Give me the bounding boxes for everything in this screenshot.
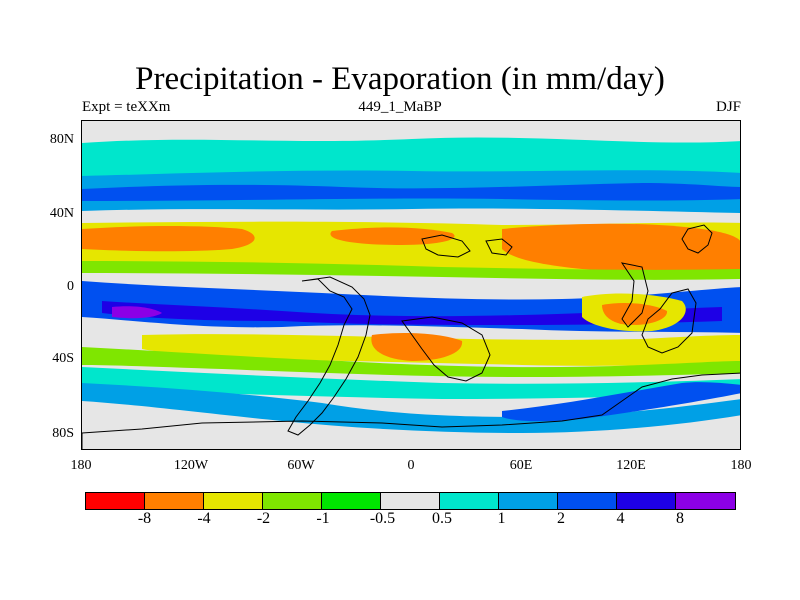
x-tick-label: 180 [730,458,752,473]
colorbar-swatch [204,493,263,509]
colorbar-swatch [381,493,440,509]
antarctic-neutral-zone [82,417,740,449]
colorbar-tick-label: -1 [316,510,330,527]
subtropical-orange-zone-east [502,223,740,272]
north-africa-outline [421,234,471,258]
colorbar-tick-label: 8 [676,510,684,527]
itcz-violet-cell [112,306,162,319]
colorbar-swatch [617,493,676,509]
southern-ocean-lightblue-band [82,383,740,433]
arabia-outline [485,238,513,256]
y-tick-label: 80N [49,132,74,147]
colorbar-swatch [322,493,381,509]
colorbar-tick-label: -2 [256,510,271,527]
colorbar-tick-label: -8 [137,510,152,527]
y-tick-label: 0 [67,279,74,294]
colorbar-tick-label: -4 [197,510,211,527]
colorbar-tick-label: 0.5 [432,510,452,527]
y-tick-label: 40S [52,351,74,366]
x-tick-label: 60E [509,458,533,473]
season-label: DJF [715,99,741,115]
southern-ocean-cyan-band [82,367,740,399]
colorbar-swatch [676,493,735,509]
north-storm-track-blue [82,183,740,201]
chart-title: Precipitation - Evaporation (in mm/day) [135,61,665,97]
colorbar-tick-label: 4 [616,510,625,527]
east-asia-outline [681,224,713,254]
subtropical-orange-zone-west [82,226,255,252]
period-label: 449_1_MaBP [358,99,442,115]
colorbar-swatch [499,493,558,509]
antarctica-outline [82,372,740,449]
experiment-label: Expt = teXXm [82,99,171,115]
x-tick-label: 120W [173,458,209,473]
asia-maritime-outline [620,262,649,328]
colorbar-swatch [440,493,499,509]
colorbar [85,492,736,510]
subtropical-orange-zone-central [330,227,455,245]
colorbar-tick-label: -0.5 [369,510,396,527]
south-pacific-orange-pool [602,303,668,325]
contour-map [81,120,741,450]
south-subtropical-orange-zone [371,333,463,361]
africa-outline [401,316,491,382]
south-america-outline [287,276,371,436]
colorbar-tick-label: 1 [497,510,506,527]
itcz-deep-blue-core [102,301,722,325]
continent-outlines [82,224,740,449]
colorbar-tick-label: 2 [557,510,565,527]
colorbar-swatch [263,493,322,509]
colorbar-swatch [558,493,617,509]
australia-outline [641,288,697,354]
y-tick-label: 80S [52,426,74,441]
x-tick-label: 180 [70,458,92,473]
colorbar-swatch [86,493,145,509]
south-subtropical-green-band [82,347,740,377]
x-tick-label: 120E [616,458,646,473]
subtropical-green-strip [82,261,740,280]
contour-fill-layer [82,121,740,449]
x-tick-label: 60W [287,458,315,473]
y-tick-label: 40N [49,206,74,221]
x-tick-label: 0 [407,458,415,473]
colorbar-swatch [145,493,204,509]
